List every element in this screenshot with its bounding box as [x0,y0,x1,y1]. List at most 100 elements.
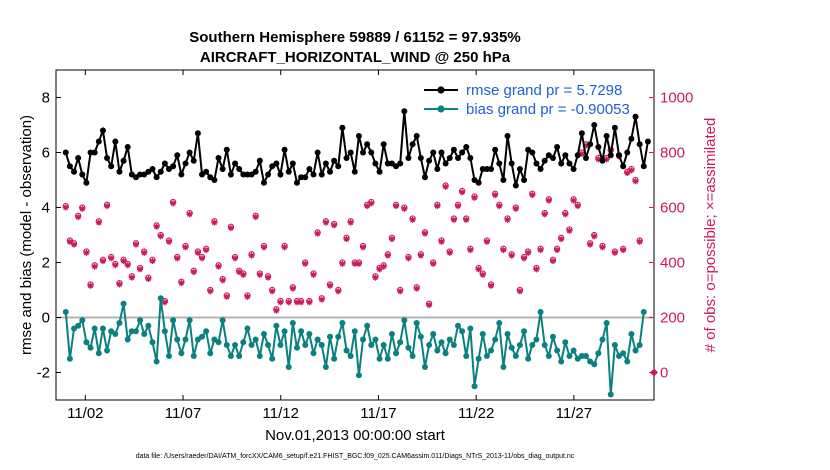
rmse-point [492,146,499,153]
obs-assimilated-point [554,247,561,254]
rmse-point [95,138,102,145]
obs-assimilated-point [232,255,239,262]
obs-assimilated-point [293,299,300,306]
x-tick-label: 11/07 [165,405,201,422]
bias-point [331,355,338,362]
obs-assimilated-point [335,288,342,295]
obs-assimilated-point [120,258,127,265]
obs-assimilated-point [116,281,123,288]
rmse-point [66,163,73,170]
obs-assimilated-point [281,244,288,251]
obs-assimilated-point [124,262,131,269]
obs-assimilated-point [79,205,86,212]
bias-point [450,342,457,348]
obs-assimilated-point [384,252,391,259]
rmse-point [256,157,263,164]
bias-point [273,322,280,329]
bias-point [149,339,156,346]
obs-assimilated-point [578,150,585,157]
rmse-point [310,171,317,178]
rmse-point [475,179,482,186]
rmse-point [376,168,383,175]
obs-possible-series [62,141,643,313]
obs-assimilated-point [355,260,362,267]
bias-point [310,350,317,357]
bias-point [99,325,106,332]
obs-assimilated-point [104,203,111,210]
obs-assimilated-point [450,216,457,223]
rmse-point [157,168,164,175]
obs-assimilated-point [496,203,503,210]
rmse-point [351,168,358,175]
obs-assimilated-point [582,142,589,149]
bias-point [248,342,255,348]
x-axis-label: Nov.01,2013 00:00:00 start [265,427,446,444]
y-right-tick-label: 1000 [660,90,693,107]
bias-point [219,317,226,324]
y-right-tick-label: 200 [660,310,685,327]
x-tick-label: 11/02 [67,405,103,422]
obs-assimilated-point [112,262,119,269]
bias-point [289,320,296,326]
bias-point [397,339,404,346]
bias-point [632,347,639,354]
bias-point [314,336,321,343]
y-right-axis-label: # of obs: o=possible; ×=assimilated [702,118,719,353]
obs-assimilated-point [541,211,548,218]
bias-point [372,336,379,343]
y-right-tick-label: 400 [660,255,685,272]
bias-point [186,317,193,324]
obs-assimilated-point [227,225,234,232]
y-left-axis-ticks: -2 0 2 4 6 8 [37,90,61,382]
obs-assimilated-point [302,260,309,267]
bias-point [327,333,334,340]
obs-assimilated-point [413,285,420,292]
obs-assimilated-point [360,244,367,251]
obs-assimilated-point [153,223,160,230]
bias-point [599,336,606,343]
obs-assimilated-point [347,219,354,226]
rmse-point [298,174,305,181]
rmse-point [397,160,404,167]
rmse-point [260,179,267,186]
bias-point [454,322,461,329]
bias-point [116,320,123,326]
bias-point [306,331,313,337]
rmse-point [500,177,507,183]
bias-point [628,331,635,337]
obs-assimilated-point [161,299,168,306]
rmse-point [624,149,631,156]
obs-assimilated-point [537,247,544,254]
rmse-point [339,124,346,131]
rmse-point [87,149,94,156]
rmse-point [364,141,371,148]
bias-point [434,347,441,354]
obs-assimilated-point [128,274,135,281]
bias-point [104,347,111,354]
y-right-tick-label: 0 [660,365,668,382]
rmse-point [161,160,168,167]
rmse-point [211,177,218,183]
obs-assimilated-point [310,271,317,278]
rmse-point [504,133,511,139]
obs-assimilated-point [203,247,210,254]
rmse-point [628,135,635,142]
obs-assimilated-point [236,269,243,276]
rmse-point [463,144,470,150]
obs-assimilated-point [165,238,172,245]
bias-point [368,342,375,348]
bias-point [504,331,511,337]
bias-point [83,339,90,346]
obs-assimilated-point [322,219,329,226]
bias-point [232,342,239,348]
obs-assimilated-point [75,214,82,221]
rmse-point [578,130,585,137]
bias-point [215,339,222,346]
obs-assimilated-point [521,255,528,262]
bias-point [463,353,470,359]
rmse-point [413,133,420,139]
bias-point [566,353,573,359]
obs-assimilated-point [298,299,305,306]
rmse-point [314,149,321,156]
obs-assimilated-point [256,271,263,278]
